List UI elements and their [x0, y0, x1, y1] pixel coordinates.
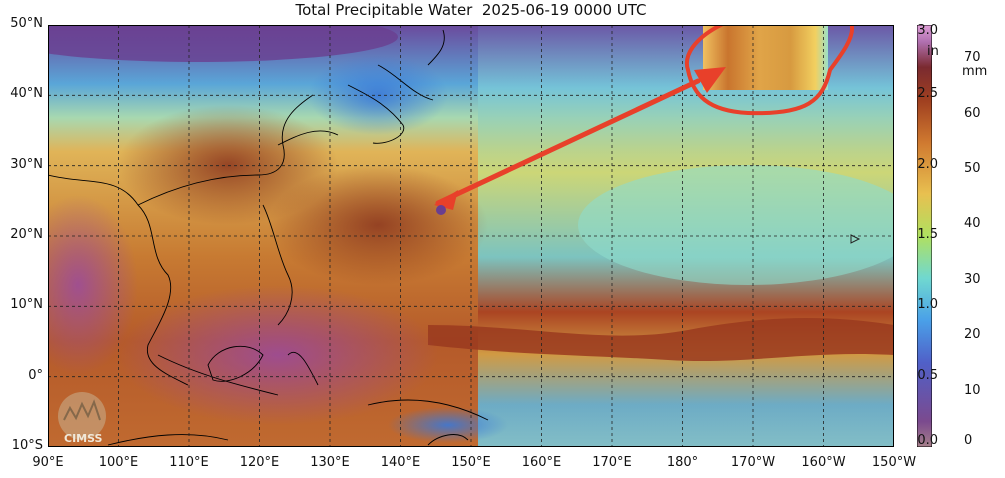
longitude-label: 170°E [592, 455, 632, 470]
logo-text: CIMSS [64, 432, 103, 445]
colorbar-inch-tick: 2.5 [917, 86, 938, 102]
cimss-logo: CIMSS [58, 392, 106, 445]
annotation-arrow-head [694, 67, 726, 93]
dry-zone-east [578, 165, 894, 285]
colorbar-mm-tick: 50 [964, 161, 981, 177]
colorbar-mm-tick: 60 [964, 105, 981, 121]
map-title: Total Precipitable Water 2025-06-19 0000… [295, 1, 647, 19]
longitude-label: 180° [666, 455, 699, 470]
colorbar-fill [917, 25, 932, 447]
annotation-circle [684, 25, 855, 116]
colorbar-inch-tick: 2.0 [917, 156, 938, 172]
colorbar-inch-tick: 1.5 [917, 227, 938, 242]
longitude-label: 150°W [871, 455, 917, 470]
longitude-label: 150°E [451, 455, 491, 470]
colorbar-mm-tick: 0 [964, 433, 973, 448]
longitude-label: 90°E [32, 455, 64, 470]
latitude-label: 10°S [11, 438, 43, 453]
logo-figures [63, 399, 101, 421]
longitude-label: 110°E [169, 455, 209, 470]
longitude-label: 120°E [239, 455, 280, 470]
longitude-label: 160°W [801, 455, 846, 470]
colorbar-mm-tick: 20 [964, 327, 981, 343]
colorbar-mm-tick: 10 [964, 382, 981, 398]
colorbar-mm-tick: 40 [964, 216, 981, 232]
longitude-label: 160°E [521, 455, 562, 470]
latitude-label: 0° [28, 367, 43, 383]
colorbar-inch-tick: 0.0 [917, 433, 938, 448]
longitude-label: 130°E [310, 455, 350, 470]
longitude-label: 140°E [380, 455, 421, 470]
annotation-arrow-tail-head [434, 190, 458, 210]
latitude-label: 20°N [10, 227, 43, 242]
moist-region-bayofbengal [48, 195, 138, 375]
latitude-label: 10°N [10, 297, 43, 313]
latitude-label: 30°N [10, 156, 43, 172]
colorbar-inch-tick: 3.0 [917, 23, 938, 38]
longitude-label: 170°W [730, 455, 776, 470]
dry-region-north [48, 25, 398, 62]
moisture-strip-anomaly [703, 25, 828, 90]
coastlines [48, 29, 489, 446]
colorbar-mm-tick: 70 [964, 50, 981, 66]
moist-region-maritime [118, 285, 438, 425]
colorbar-inch-tick: 1.0 [917, 297, 938, 313]
precipitable-water-map [48, 25, 894, 447]
moist-region-philippine-sea [268, 165, 488, 285]
annotation-arrow-line [435, 78, 701, 206]
latitude-label: 50°N [10, 16, 43, 31]
colorbar [917, 25, 932, 447]
colorbar-inch-tick: 0.5 [917, 367, 938, 383]
map-frame [48, 25, 894, 447]
itcz-moist-band [428, 318, 894, 362]
small-triangle-marker [850, 234, 861, 244]
longitude-label: 100°E [98, 455, 139, 470]
dry-region-newguinea [388, 407, 508, 443]
annotation-arrow [434, 67, 726, 210]
colorbar-mm-tick: 30 [964, 271, 981, 287]
colorbar-inch-unit: in [927, 44, 939, 59]
graticule [48, 25, 894, 447]
storm-center-marker [436, 205, 446, 215]
colorbar-mm-unit: mm [962, 64, 988, 79]
latitude-label: 40°N [10, 86, 43, 102]
